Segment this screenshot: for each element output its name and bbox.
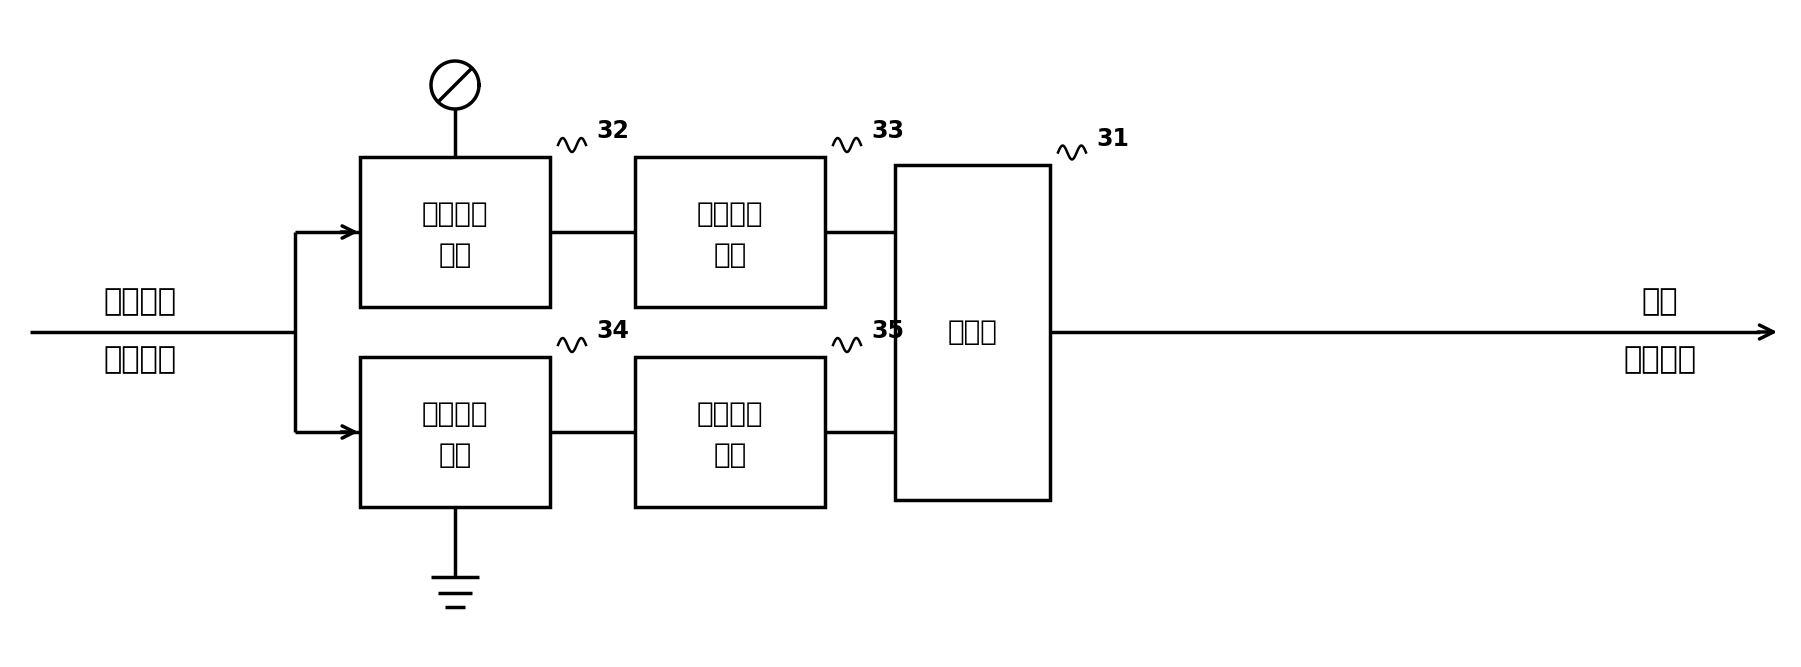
Text: 调整: 调整 <box>1643 287 1679 317</box>
Text: 负荷: 负荷 <box>713 241 747 269</box>
Text: 32: 32 <box>596 119 629 143</box>
Text: 充电电流: 充电电流 <box>697 200 764 228</box>
Text: 开关: 开关 <box>438 440 472 468</box>
Text: 放电电路: 放电电路 <box>421 400 488 428</box>
Text: 31: 31 <box>1097 127 1129 151</box>
Bar <box>360 357 549 507</box>
Text: 电容器: 电容器 <box>947 318 998 346</box>
Text: 充电电路: 充电电路 <box>421 200 488 228</box>
Bar <box>360 157 549 307</box>
Text: 34: 34 <box>596 319 629 343</box>
Text: 负荷: 负荷 <box>713 440 747 468</box>
Text: 35: 35 <box>872 319 904 343</box>
Text: 指示信号: 指示信号 <box>1623 346 1697 374</box>
Bar <box>895 165 1050 500</box>
Text: 开关: 开关 <box>438 241 472 269</box>
Text: 检测信号: 检测信号 <box>103 346 176 374</box>
Text: 33: 33 <box>872 119 904 143</box>
Bar <box>636 357 825 507</box>
Text: 离道状态: 离道状态 <box>103 287 176 317</box>
Bar <box>636 157 825 307</box>
Text: 放电电流: 放电电流 <box>697 400 764 428</box>
